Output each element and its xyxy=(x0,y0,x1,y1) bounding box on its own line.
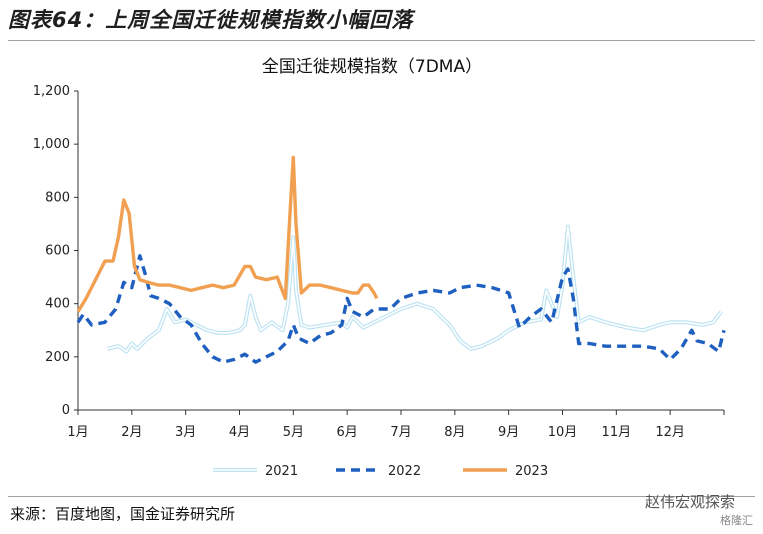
y-tick-label: 400 xyxy=(45,297,70,312)
chart-title: 全国迁徙规模指数（7DMA） xyxy=(262,57,482,77)
y-tick-label: 200 xyxy=(45,350,70,365)
x-tick-label: 9月 xyxy=(498,425,519,440)
legend-label-2023: 2023 xyxy=(515,464,548,479)
y-tick-label: 1,200 xyxy=(33,84,70,99)
series-group xyxy=(76,155,726,364)
figure-title: 图表64：上周全国迁徙规模指数小幅回落 xyxy=(8,8,414,32)
y-tick-label: 600 xyxy=(45,244,70,259)
x-tick-label: 6月 xyxy=(337,425,358,440)
y-axis: 0 200 400 600 800 1,000 1,200 xyxy=(33,84,79,418)
series-2021-line-inner xyxy=(107,225,722,353)
legend: 2021 2022 2023 xyxy=(213,464,548,479)
legend-label-2022: 2022 xyxy=(388,464,421,479)
title-divider xyxy=(8,40,755,41)
source-note: 来源：百度地图，国金证券研究所 xyxy=(10,505,236,523)
x-tick-label: 2月 xyxy=(121,425,142,440)
x-tick-label: 3月 xyxy=(175,425,196,440)
x-tick-label: 7月 xyxy=(390,425,411,440)
x-tick-label: 12月 xyxy=(655,425,685,440)
x-tick-label: 8月 xyxy=(444,425,465,440)
x-tick-label: 1月 xyxy=(67,425,88,440)
watermark: 赵伟宏观探索 xyxy=(644,493,735,511)
watermark-sub: 格隆汇 xyxy=(720,514,753,527)
x-tick-label: 10月 xyxy=(548,425,578,440)
x-tick-label: 4月 xyxy=(229,425,250,440)
x-axis: 1月 2月 3月 4月 5月 6月 7月 8月 9月 10月 11月 12月 xyxy=(67,409,725,440)
x-tick-label: 11月 xyxy=(602,425,632,440)
y-tick-label: 0 xyxy=(62,403,70,418)
x-tick-label: 5月 xyxy=(283,425,304,440)
legend-label-2021: 2021 xyxy=(265,464,298,479)
y-tick-label: 1,000 xyxy=(33,137,70,152)
y-tick-label: 800 xyxy=(45,190,70,205)
source-divider xyxy=(8,496,755,497)
series-2023-line xyxy=(76,155,379,313)
series-2022-line xyxy=(76,254,726,364)
